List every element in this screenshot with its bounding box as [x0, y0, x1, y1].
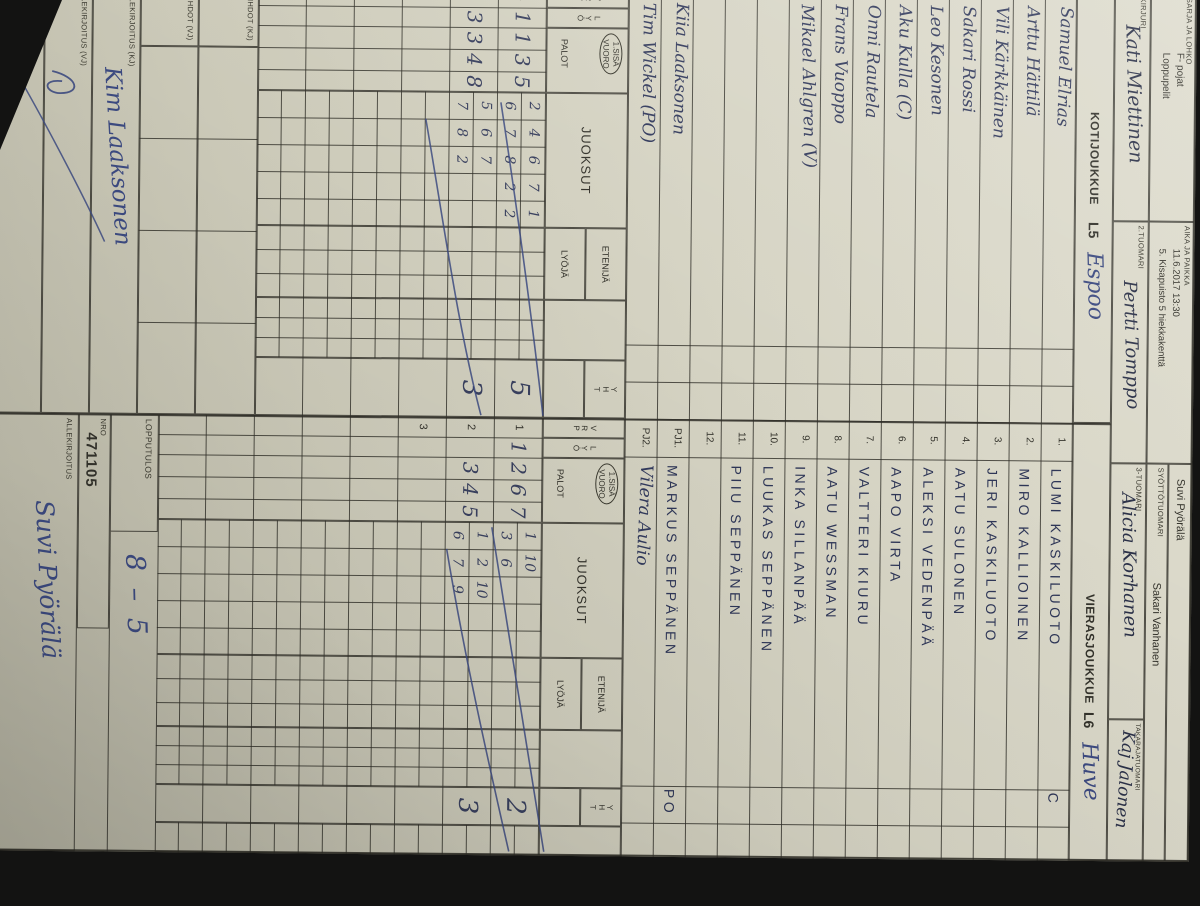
sheet-frame [0, 0, 1197, 862]
scoresheet-paper: SARJA JA LOHKO F- pojat Loppupelit AIKA … [0, 0, 1197, 862]
